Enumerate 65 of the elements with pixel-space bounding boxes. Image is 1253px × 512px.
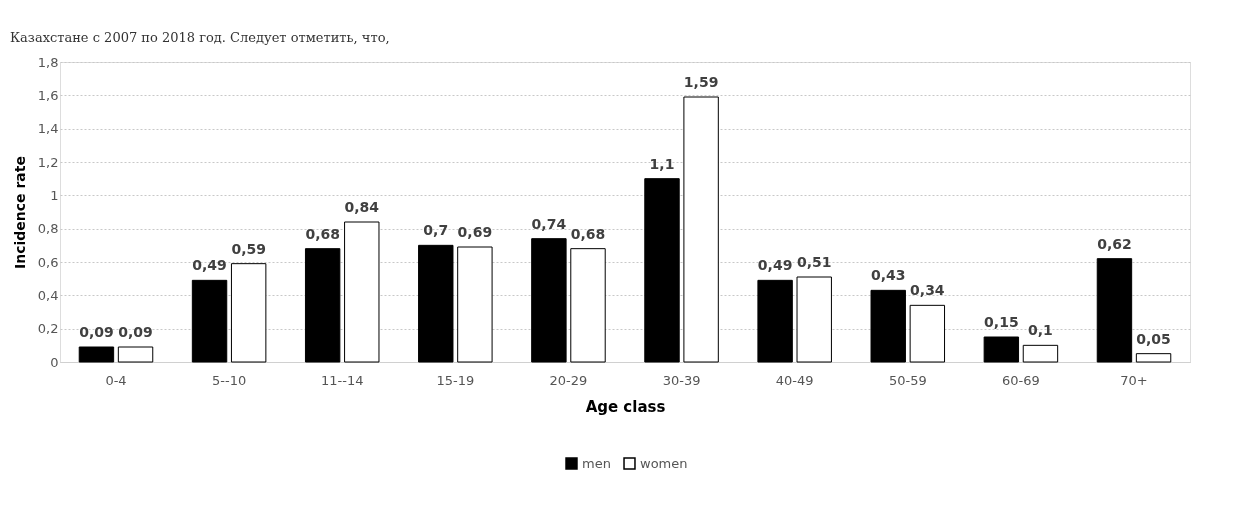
bar: [757, 279, 793, 363]
y-tick-label: 1,8: [37, 54, 59, 70]
bar: [117, 346, 154, 363]
data-label: 0,84: [344, 199, 380, 215]
data-label: 0,49: [192, 257, 227, 274]
x-tick-label: 11--14: [320, 372, 364, 388]
bar: [304, 248, 341, 363]
y-tick-label: 0,2: [37, 321, 59, 337]
data-label: 0,43: [870, 267, 906, 284]
y-tick-label: 0,8: [37, 221, 59, 237]
data-label: 0,69: [457, 224, 493, 240]
data-label: 0,59: [231, 240, 266, 257]
bar: [78, 346, 115, 363]
bar: [191, 279, 228, 363]
bar: [983, 336, 1020, 363]
data-label: 1,1: [649, 155, 675, 172]
bar: [418, 244, 454, 363]
bar: [683, 96, 719, 363]
data-label: 0,68: [570, 225, 606, 242]
data-label: 0,49: [757, 257, 793, 274]
data-label: 0,09: [79, 324, 114, 340]
y-tick-label: 0,6: [37, 254, 59, 270]
bar: [1135, 353, 1172, 363]
data-label: 0,51: [796, 254, 832, 270]
bar: [570, 248, 606, 363]
bar: [796, 276, 832, 363]
y-tick-label: 1,2: [37, 154, 59, 170]
bar: [644, 178, 680, 363]
bar: [1022, 344, 1059, 363]
bar: [230, 263, 267, 363]
data-label: 0,62: [1097, 235, 1132, 252]
x-tick-label: 20-29: [549, 372, 588, 388]
y-tick-label: 1,4: [37, 121, 59, 137]
x-tick-label: 40-49: [775, 372, 814, 388]
y-axis-title: Incidence rate: [11, 156, 28, 269]
y-tick-label: 0: [50, 354, 59, 370]
y-tick-label: 0,4: [37, 287, 59, 303]
x-axis-title: Age class: [585, 397, 666, 416]
data-label: 0,09: [118, 324, 153, 340]
x-tick-label: 15-19: [436, 372, 475, 388]
data-label: 0,34: [910, 282, 945, 299]
x-tick-label: 30-39: [662, 372, 701, 388]
x-tick-label: 5--10: [212, 372, 247, 388]
bar: [457, 246, 493, 363]
data-label: 0,74: [531, 215, 567, 232]
x-tick-label: 0-4: [105, 372, 127, 388]
bar: [344, 221, 380, 363]
y-tick-label: 1: [50, 187, 59, 203]
bar: [870, 289, 906, 363]
text: Казахстане с 2007 по 2018 год. Следует отметить, что,: [10, 30, 390, 45]
x-tick-label: 50-59: [888, 372, 927, 388]
data-label: 1,59: [683, 74, 719, 90]
data-label: 0,05: [1136, 330, 1171, 347]
bar: [1096, 258, 1133, 363]
data-label: 0,7: [423, 222, 449, 239]
legend-label: women: [640, 455, 688, 471]
x-tick-label: 60-69: [1002, 372, 1040, 388]
legend-label: men: [582, 455, 611, 471]
x-tick-label: 70+: [1120, 372, 1148, 388]
data-label: 0,68: [305, 225, 340, 242]
bar: [909, 304, 946, 363]
bar: [531, 238, 567, 363]
y-tick-label: 1,6: [37, 87, 59, 103]
data-label: 0,1: [1028, 322, 1053, 339]
data-label: 0,15: [984, 314, 1019, 330]
